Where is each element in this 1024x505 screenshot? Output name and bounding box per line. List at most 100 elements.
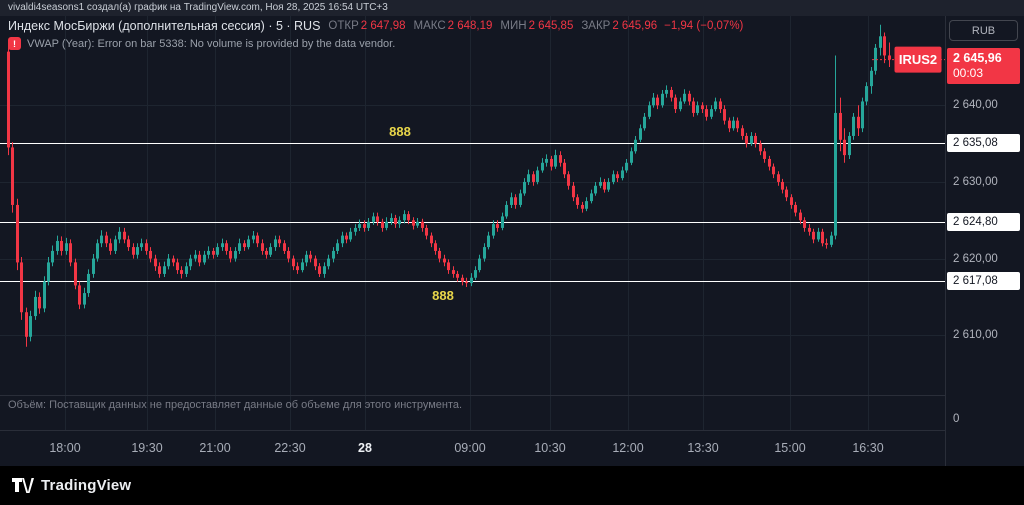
candle-body	[861, 101, 864, 129]
candle-body	[385, 221, 388, 228]
candle-body	[203, 254, 206, 263]
symbol-tag-bg	[894, 46, 942, 73]
symbol-title[interactable]: Индекс МосБиржи (дополнительная сессия) …	[8, 19, 321, 33]
candle-body	[487, 235, 490, 248]
candle-body	[634, 139, 637, 152]
candle-body	[874, 47, 877, 71]
candle-body	[447, 262, 450, 271]
candle-body	[16, 204, 19, 263]
candle-body	[314, 258, 317, 267]
candle-body	[452, 270, 455, 274]
level-annotation-label[interactable]: 888	[432, 288, 454, 303]
candle-body	[883, 36, 886, 56]
candle-body	[438, 250, 441, 259]
time-axis[interactable]: 18:00 19:30 21:00 22:30 28 09:00 10:30 12:00 13:…	[0, 430, 1024, 466]
study-error-text: VWAP (Year): Error on bar 5338: No volum…	[27, 37, 396, 50]
last-price-value: 2 645,96	[953, 51, 1002, 65]
candle-body	[652, 97, 655, 106]
candle-body	[510, 197, 513, 205]
time-axis-date-label: 28	[358, 441, 372, 455]
candle-body	[683, 93, 686, 102]
candle-body	[207, 250, 210, 255]
candle-body	[376, 216, 379, 222]
candle-body	[559, 155, 562, 163]
symbol-tag-label: IRUS2	[899, 52, 937, 67]
candle-body	[585, 201, 588, 209]
candle-body	[92, 258, 95, 274]
candle-body	[763, 151, 766, 159]
chart-attribution: vivaldi4seasons1 создал(а) график на Tra…	[0, 0, 1024, 16]
candle-body	[799, 212, 802, 221]
candle-body	[309, 254, 312, 259]
candle-body	[381, 221, 384, 228]
candle-body	[172, 258, 175, 263]
candle-body	[879, 36, 882, 48]
candle-body	[176, 262, 179, 271]
candle-body	[719, 101, 722, 110]
candle-body	[648, 105, 651, 117]
candle-body	[519, 193, 522, 205]
candle-body	[741, 128, 744, 136]
candle-body	[612, 174, 615, 182]
candle-body	[238, 243, 241, 251]
tradingview-wordmark: TradingView	[41, 477, 132, 494]
candle-body	[83, 293, 86, 305]
time-axis-label: 16:30	[852, 441, 884, 455]
candle-body	[736, 120, 739, 129]
candle-body	[514, 197, 517, 205]
candle-body	[723, 109, 726, 121]
time-axis-label: 15:00	[774, 441, 806, 455]
candle-body	[318, 266, 321, 274]
time-axis-label: 21:00	[199, 441, 231, 455]
candle-body	[261, 243, 264, 251]
candle-body	[443, 258, 446, 263]
candle-body	[194, 254, 197, 259]
candle-body	[243, 243, 246, 248]
price-axis[interactable]: RUB 2 645,96 00:03 0 2 640,00 2 630,00 2 6…	[945, 16, 1024, 466]
candle-body	[781, 181, 784, 190]
candle-body	[145, 243, 148, 251]
candle-body	[839, 112, 842, 140]
candle-body	[474, 270, 477, 278]
error-icon[interactable]: !	[8, 37, 21, 50]
level-annotation-label[interactable]: 888	[389, 124, 411, 139]
candle-body	[705, 109, 708, 117]
candle-body	[803, 220, 806, 228]
candle-body	[857, 116, 860, 129]
candle-body	[349, 231, 352, 240]
tradingview-logo-link[interactable]: TradingView	[12, 477, 131, 494]
candle-body	[363, 224, 366, 228]
candle-body	[665, 89, 668, 94]
close-value: 2 645,96	[612, 20, 658, 32]
candle-body	[123, 231, 126, 240]
candle-body	[256, 235, 259, 244]
candle-body	[728, 120, 731, 129]
candle-body	[581, 204, 584, 209]
candle-body	[185, 266, 188, 274]
candle-body	[247, 239, 250, 248]
candle-body	[20, 262, 23, 313]
price-axis-label: 2 640,00	[953, 99, 998, 112]
candle-body	[550, 158, 553, 167]
candle-body	[407, 214, 410, 221]
candle-body	[625, 162, 628, 171]
candle-body	[332, 250, 335, 259]
volume-study-message[interactable]: Объём: Поставщик данных не предоставляет…	[8, 399, 463, 411]
candle-body	[274, 239, 277, 248]
candle-body	[421, 221, 424, 228]
candle-body	[167, 258, 170, 267]
candle-body	[545, 158, 548, 163]
candle-body	[630, 151, 633, 163]
candle-body	[501, 216, 504, 228]
candle-body	[852, 116, 855, 136]
candle-body	[25, 312, 28, 337]
candle-body	[590, 193, 593, 202]
candle-body	[96, 243, 99, 259]
candle-body	[189, 258, 192, 267]
currency-toggle-button[interactable]: RUB	[949, 20, 1018, 41]
candle-body	[221, 243, 224, 248]
candle-body	[158, 266, 161, 274]
time-axis-label: 18:00	[49, 441, 81, 455]
candlestick-chart[interactable]: 888 888 IRUS2	[0, 0, 945, 430]
candle-body	[817, 231, 820, 240]
